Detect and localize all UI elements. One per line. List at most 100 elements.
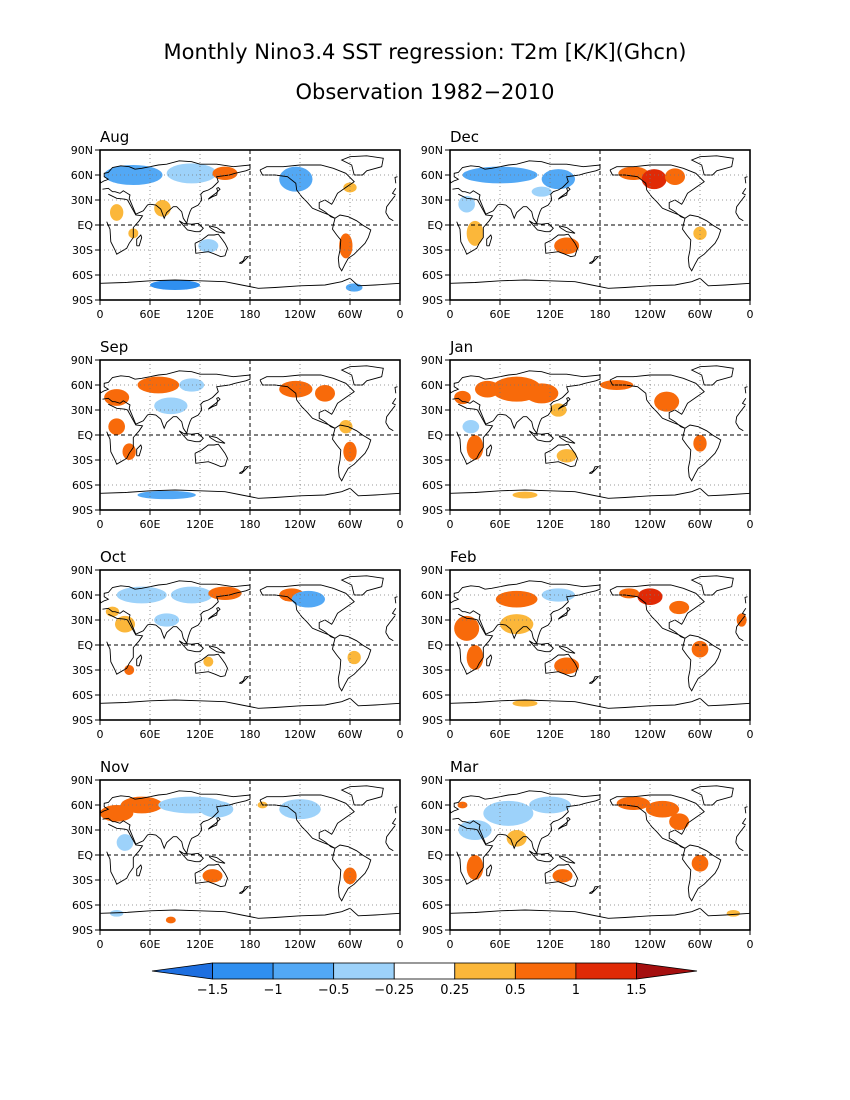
y-tick-label: EQ (427, 849, 443, 862)
anomaly-patch (137, 490, 196, 500)
y-tick-label: 60N (71, 799, 93, 812)
y-tick-label: 60S (72, 899, 93, 912)
x-tick-label: 180 (590, 938, 611, 951)
coastline (456, 613, 746, 675)
anomaly-patch (108, 418, 125, 435)
coastline (100, 697, 400, 709)
x-tick-label: 120W (284, 938, 316, 951)
y-tick-label: 30S (422, 874, 443, 887)
y-tick-label: 60S (422, 479, 443, 492)
x-tick-label: 0 (447, 728, 454, 741)
coastline (690, 575, 734, 596)
coastline (544, 233, 578, 258)
coastline (106, 613, 396, 675)
y-tick-label: 90S (72, 714, 93, 727)
coastline (528, 640, 554, 653)
coastline (100, 487, 400, 499)
x-tick-label: 180 (240, 938, 261, 951)
coastline (528, 220, 554, 233)
coastline (450, 277, 750, 289)
coastline (544, 443, 578, 468)
colorbar-segment (212, 962, 274, 980)
anomaly-patch (339, 233, 353, 259)
x-tick-label: 60W (338, 308, 363, 321)
x-tick-label: 120E (536, 308, 564, 321)
anomaly-patch (120, 796, 163, 814)
x-tick-label: 120W (634, 518, 666, 531)
y-tick-label: EQ (77, 219, 93, 232)
coastline (557, 606, 571, 620)
anomaly-patch (343, 867, 357, 885)
panel-month-label: Mar (450, 758, 479, 776)
coastline (100, 580, 397, 645)
coastline (450, 160, 747, 225)
coastline (259, 584, 355, 639)
y-tick-label: EQ (77, 849, 93, 862)
coastline (100, 277, 400, 289)
coastline (558, 645, 576, 654)
coastline (136, 864, 143, 877)
x-tick-label: 0 (97, 728, 104, 741)
anomaly-patch (512, 491, 538, 499)
y-tick-label: 30N (421, 824, 443, 837)
x-tick-label: 120E (536, 728, 564, 741)
chart-subtitle: Observation 1982−2010 (295, 80, 555, 104)
panel-month-label: Jan (449, 338, 473, 356)
y-tick-label: 90S (422, 504, 443, 517)
coastline (136, 444, 143, 457)
x-tick-label: 120W (634, 938, 666, 951)
coastline (208, 225, 226, 234)
y-tick-label: 60N (71, 169, 93, 182)
x-tick-label: 60W (688, 308, 713, 321)
y-tick-label: 90S (422, 294, 443, 307)
anomaly-patch (616, 796, 650, 810)
coastline (456, 193, 746, 255)
coastline (208, 855, 226, 864)
coastline (238, 886, 250, 894)
y-tick-label: 30N (71, 404, 93, 417)
x-tick-label: 0 (97, 308, 104, 321)
y-tick-label: 90N (71, 144, 93, 157)
anomaly-patch (122, 443, 136, 460)
y-tick-label: 60N (421, 169, 443, 182)
anomaly-patch (154, 397, 188, 415)
coastline (456, 403, 746, 465)
coastline (450, 790, 747, 855)
coastline (259, 164, 355, 219)
coastline (106, 403, 396, 465)
x-tick-label: 180 (590, 308, 611, 321)
anomaly-patch (104, 165, 163, 185)
coastline (194, 863, 228, 888)
y-tick-label: 60S (422, 689, 443, 702)
x-tick-label: 180 (240, 728, 261, 741)
colorbar-segment (272, 962, 335, 980)
anomaly-patch (343, 441, 357, 462)
anomaly-field-aug (104, 163, 363, 292)
coastline (238, 466, 250, 474)
coastline (528, 850, 554, 863)
anomaly-patch (531, 186, 552, 197)
coastlines (450, 575, 750, 709)
anomaly-patch (552, 869, 573, 883)
y-tick-label: EQ (77, 429, 93, 442)
coastline (690, 155, 734, 176)
coastline (259, 374, 355, 429)
anomaly-patch (203, 656, 214, 667)
colorbar-label: 1 (572, 983, 580, 998)
coastline (609, 374, 705, 429)
anomaly-patch (483, 800, 534, 826)
anomaly-patch (110, 910, 124, 917)
coastline (557, 186, 571, 200)
coastline (450, 907, 750, 919)
coastline (340, 365, 384, 386)
anomaly-patch (202, 869, 223, 883)
anomaly-patch (637, 588, 663, 606)
anomaly-patch (554, 237, 580, 255)
coastline (690, 365, 734, 386)
anomaly-patch (104, 389, 130, 406)
y-tick-label: 60N (421, 379, 443, 392)
coastline (450, 370, 747, 435)
coastline (340, 155, 384, 176)
colorbar-segment (575, 962, 637, 980)
